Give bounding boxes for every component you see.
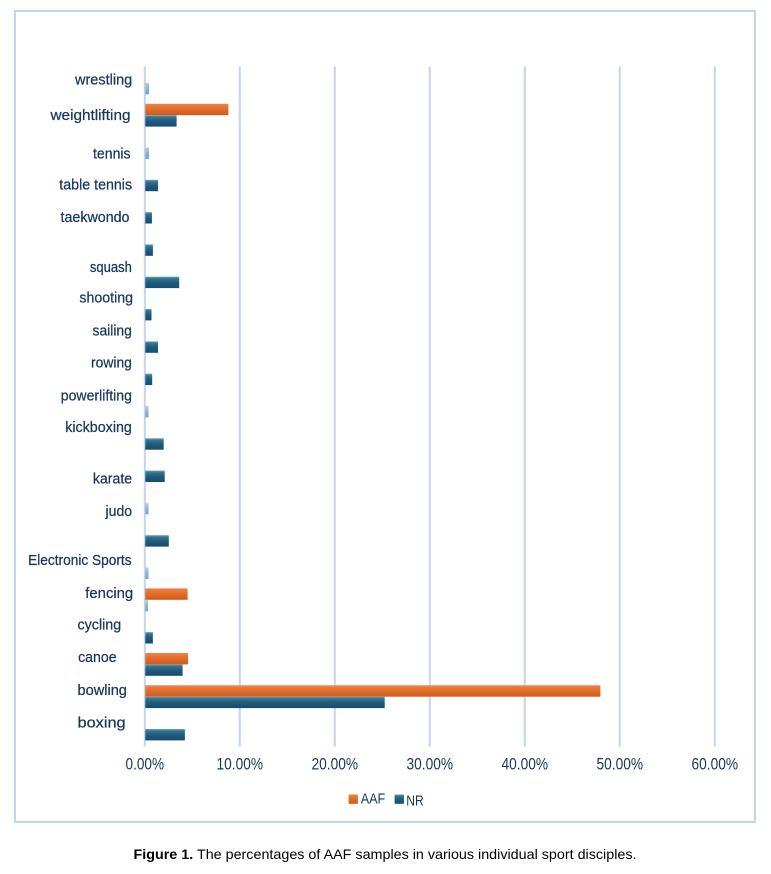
svg-text:fencing: fencing <box>85 585 133 602</box>
svg-text:20.00%: 20.00% <box>312 755 359 773</box>
svg-text:karate: karate <box>93 470 132 487</box>
svg-text:AAF: AAF <box>361 792 386 808</box>
svg-text:squash: squash <box>90 259 132 276</box>
svg-text:50.00%: 50.00% <box>597 755 644 773</box>
svg-text:Electronic Sports: Electronic Sports <box>28 552 132 569</box>
svg-text:40.00%: 40.00% <box>502 755 549 773</box>
svg-text:tennis: tennis <box>93 145 131 162</box>
svg-text:cycling: cycling <box>78 616 122 633</box>
svg-text:canoe: canoe <box>78 649 117 666</box>
svg-text:boxing: boxing <box>78 714 126 731</box>
svg-text:Figure 1. The percentages of A: Figure 1. The percentages of AAF samples… <box>134 846 637 862</box>
svg-text:sailing: sailing <box>93 323 132 340</box>
svg-text:30.00%: 30.00% <box>407 755 454 773</box>
svg-text:taekwondo: taekwondo <box>61 209 130 226</box>
svg-text:weightlifting: weightlifting <box>49 107 130 124</box>
svg-text:rowing: rowing <box>91 354 132 371</box>
svg-text:table tennis: table tennis <box>59 177 132 194</box>
svg-text:kickboxing: kickboxing <box>65 419 132 436</box>
svg-text:0.00%: 0.00% <box>126 755 165 773</box>
svg-text:bowling: bowling <box>78 682 127 699</box>
svg-text:powerlifting: powerlifting <box>61 388 132 405</box>
svg-text:shooting: shooting <box>79 290 133 307</box>
svg-text:NR: NR <box>406 794 424 810</box>
svg-text:judo: judo <box>105 503 133 520</box>
svg-text:60.00%: 60.00% <box>692 755 739 773</box>
svg-text:10.00%: 10.00% <box>217 755 264 773</box>
svg-text:wrestling: wrestling <box>74 72 132 89</box>
